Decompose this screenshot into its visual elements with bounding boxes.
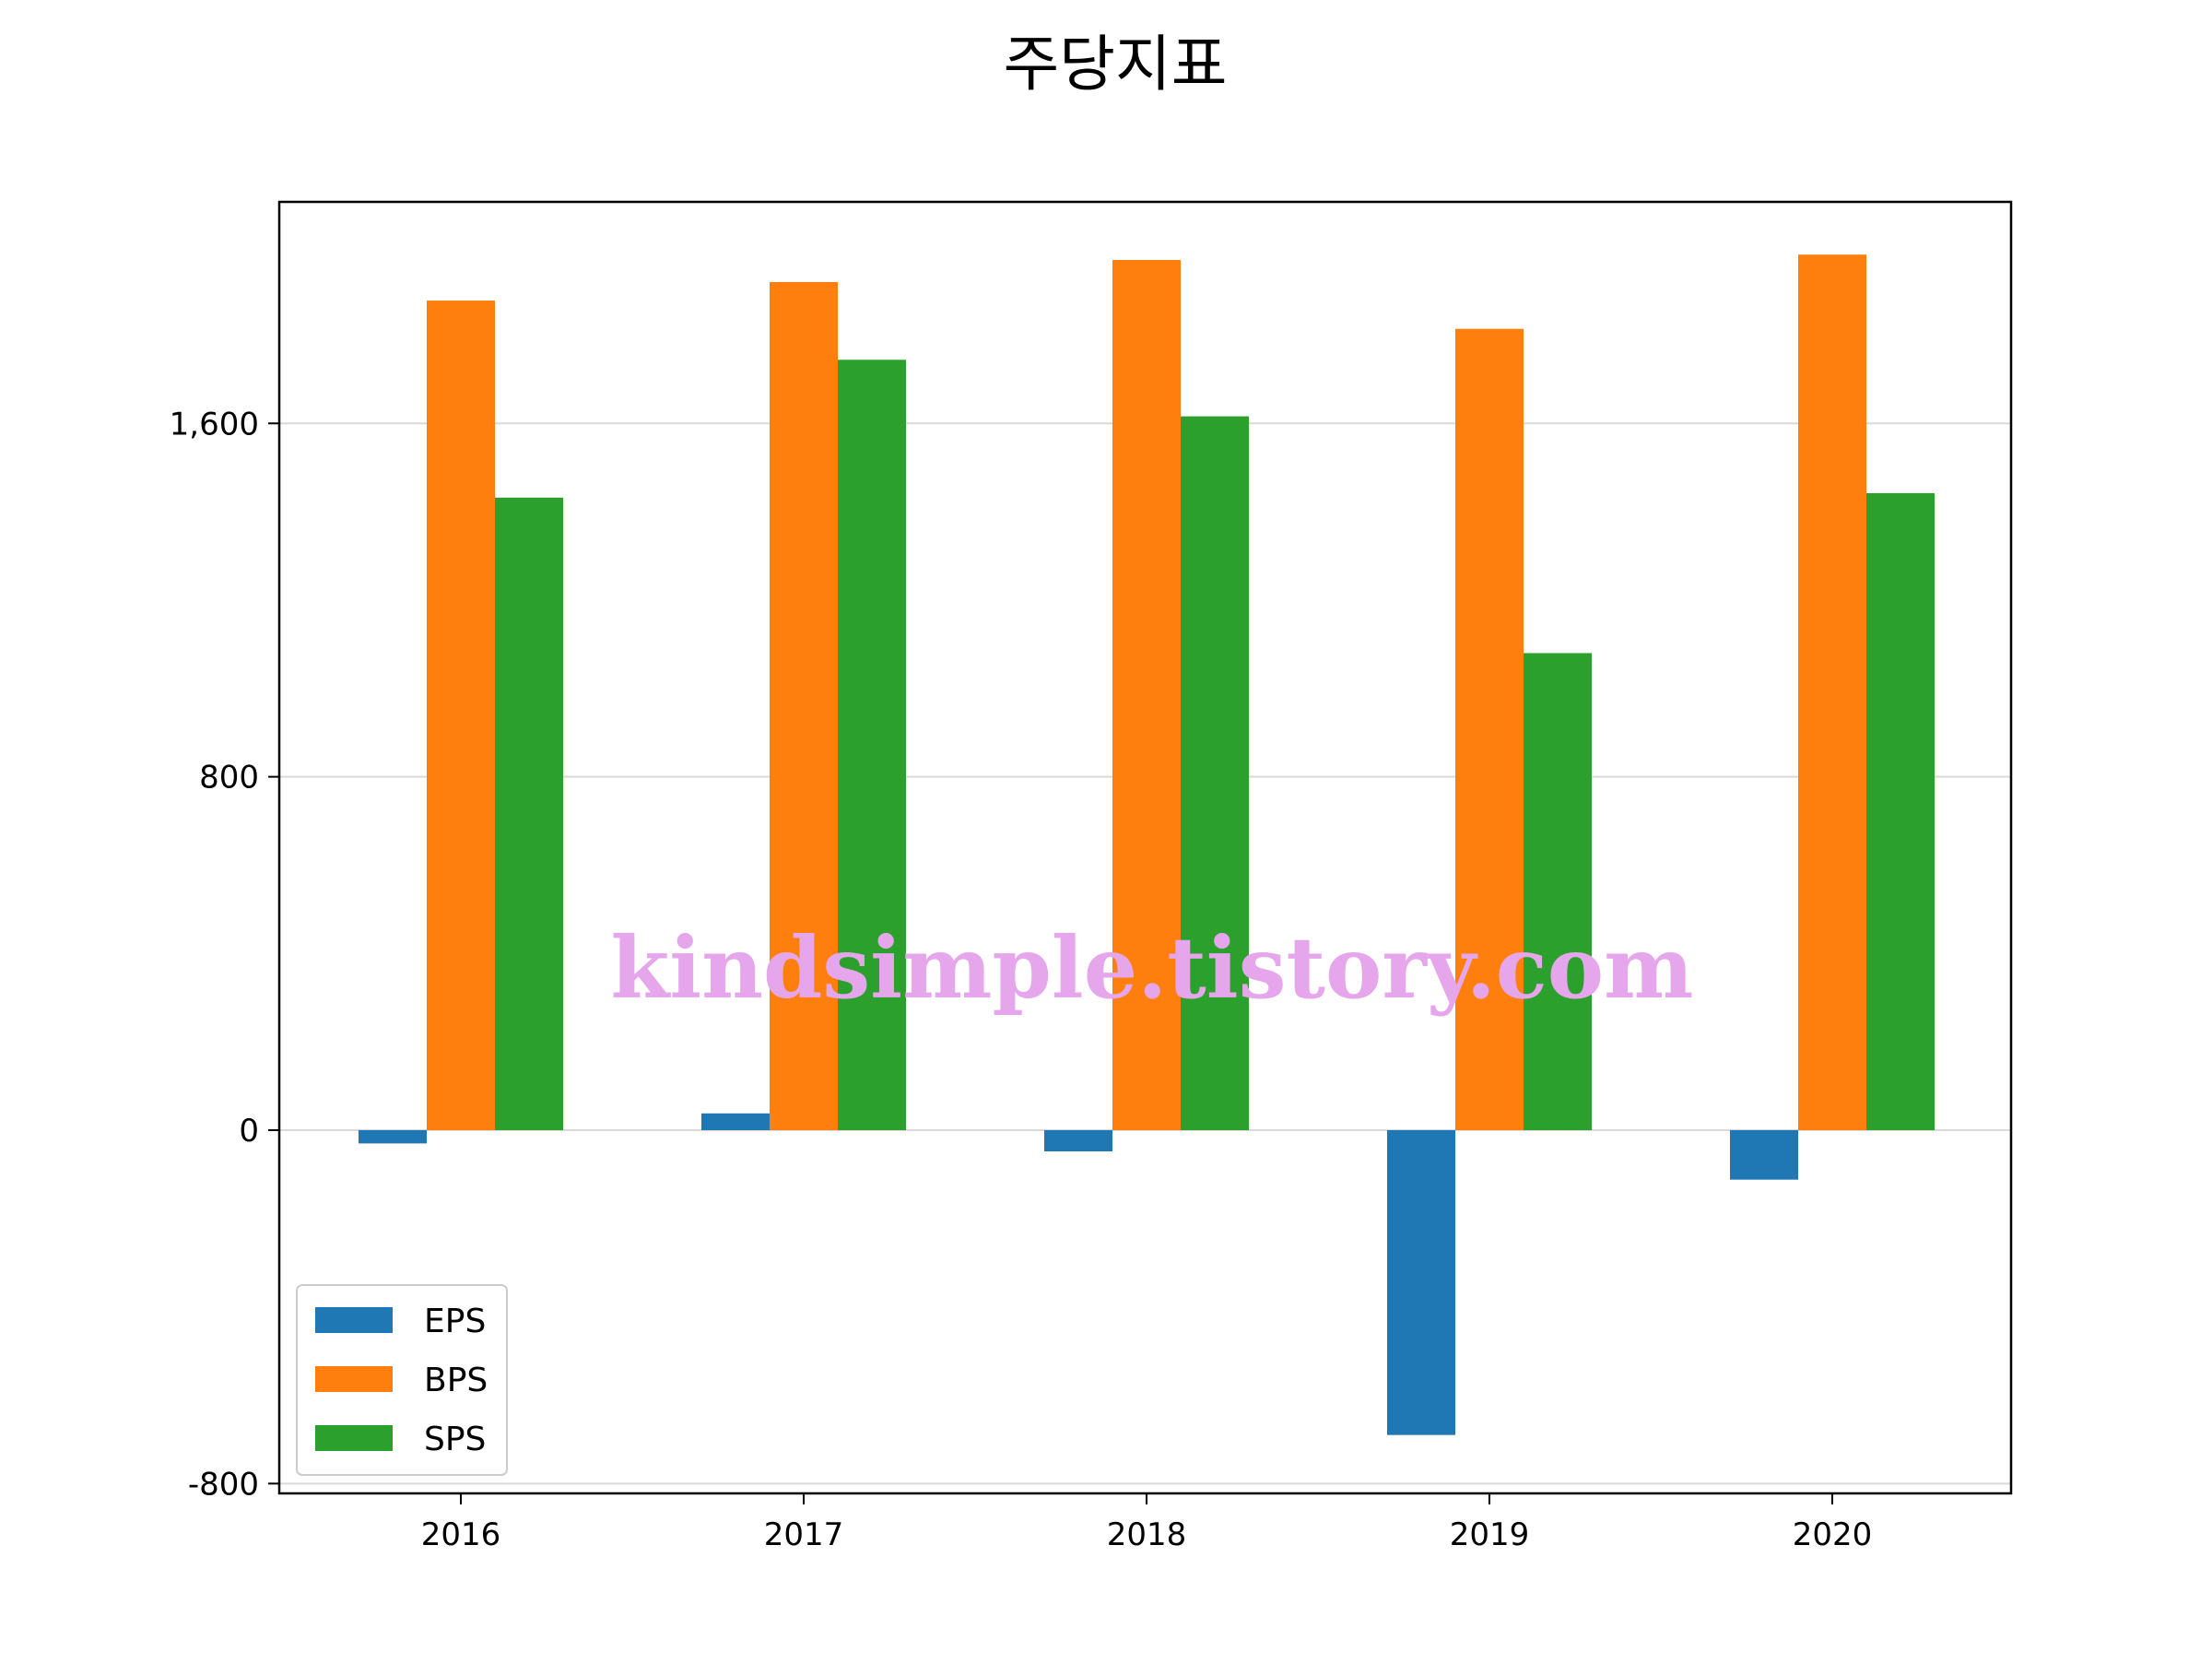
legend-label-bps: BPS <box>424 1362 488 1399</box>
bar-sps-2017 <box>838 360 906 1130</box>
y-tick-label: 800 <box>199 760 259 796</box>
bar-bps-2016 <box>427 301 495 1131</box>
bar-eps-2019 <box>1387 1130 1455 1435</box>
y-tick-label: -800 <box>188 1466 259 1503</box>
bar-eps-2016 <box>359 1130 427 1144</box>
legend-label-eps: EPS <box>424 1303 486 1340</box>
bar-bps-2018 <box>1112 259 1181 1130</box>
x-tick-label: 2017 <box>764 1516 844 1553</box>
legend-swatch-eps <box>315 1307 393 1333</box>
legend-swatch-sps <box>315 1425 393 1451</box>
plot-frame <box>277 200 2013 1495</box>
x-tick-label: 2020 <box>1793 1516 1873 1553</box>
bar-bps-2020 <box>1798 254 1866 1130</box>
bar-sps-2018 <box>1181 416 1249 1130</box>
chart-title: 주당지표 <box>1004 29 1228 100</box>
y-tick-label: 0 <box>239 1113 259 1150</box>
bar-eps-2017 <box>701 1113 770 1130</box>
x-tick-label: 2018 <box>1107 1516 1187 1553</box>
bar-sps-2016 <box>495 497 563 1130</box>
bar-eps-2020 <box>1730 1130 1798 1180</box>
bar-eps-2018 <box>1044 1130 1112 1152</box>
legend-label-sps: SPS <box>424 1421 486 1458</box>
legend: EPS BPS SPS <box>296 1284 508 1476</box>
bars-layer <box>359 254 1935 1435</box>
bar-sps-2019 <box>1524 653 1592 1130</box>
bar-sps-2020 <box>1866 492 1935 1130</box>
legend-swatch-bps <box>315 1366 393 1392</box>
bar-bps-2019 <box>1455 328 1524 1130</box>
x-tick-label: 2016 <box>421 1516 501 1553</box>
watermark: kindsimple.tistory.com <box>610 918 1693 1018</box>
bar-bps-2017 <box>770 281 838 1130</box>
y-tick-label: 1,600 <box>170 406 259 442</box>
x-tick-label: 2019 <box>1450 1516 1530 1553</box>
ticks-layer: -800 0 800 1,600 2016 2017 2018 2019 2020 <box>170 406 1873 1553</box>
